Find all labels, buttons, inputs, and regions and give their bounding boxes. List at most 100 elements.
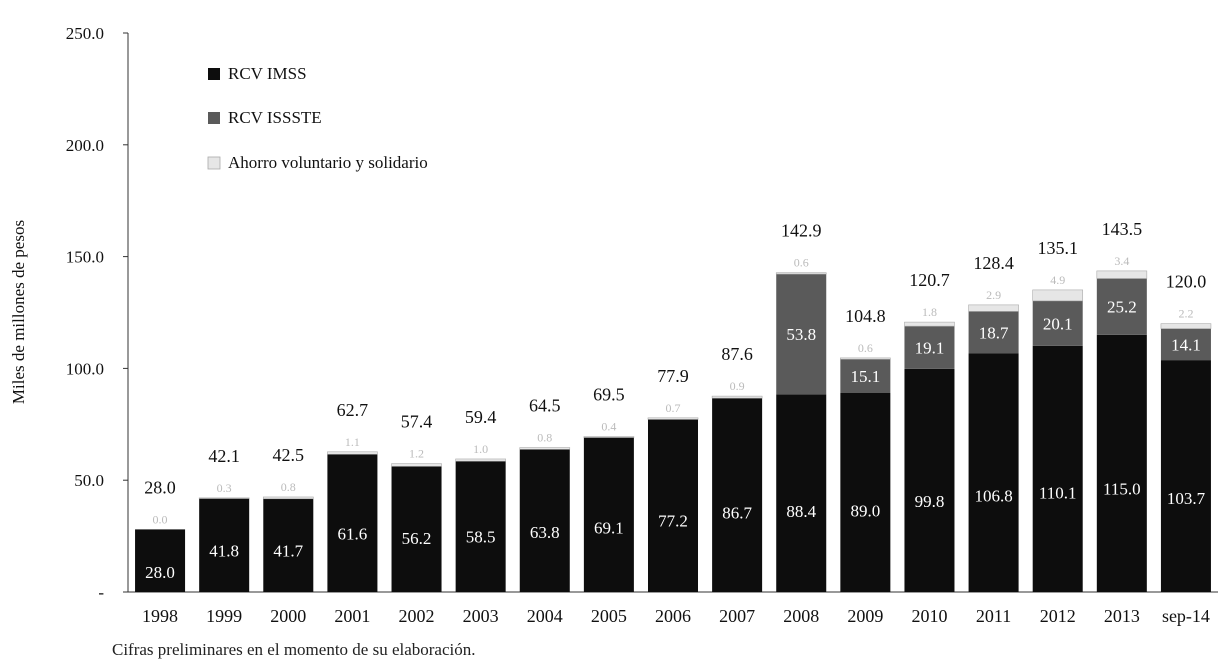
legend-swatch bbox=[208, 68, 220, 80]
bar-segment-rcv-imss bbox=[776, 394, 827, 592]
data-label-ahorro-voluntario: 0.6 bbox=[794, 256, 809, 270]
bar-segment-ahorro-voluntario bbox=[262, 496, 314, 500]
legend-label: RCV ISSSTE bbox=[228, 108, 322, 127]
bar-segment-ahorro-voluntario bbox=[583, 436, 635, 438]
bar-segment-rcv-issste bbox=[776, 274, 827, 395]
data-label-rcv-imss: 41.7 bbox=[273, 542, 303, 561]
x-tick-label: 2003 bbox=[463, 606, 499, 626]
data-label-ahorro-voluntario: 0.8 bbox=[537, 431, 552, 445]
data-label-rcv-imss: 63.8 bbox=[530, 523, 560, 542]
total-label: 59.4 bbox=[465, 407, 497, 427]
total-label: 135.1 bbox=[1037, 238, 1078, 258]
x-tick-label: 2011 bbox=[976, 606, 1011, 626]
x-tick-label: 2009 bbox=[847, 606, 883, 626]
bar-segment-rcv-issste bbox=[968, 311, 1019, 354]
total-label: 104.8 bbox=[845, 306, 886, 326]
x-tick-label: 2001 bbox=[334, 606, 370, 626]
bar-segment-rcv-issste bbox=[1032, 300, 1083, 346]
data-label-rcv-issste: 25.2 bbox=[1107, 298, 1137, 317]
total-label: 28.0 bbox=[144, 477, 176, 497]
legend-swatch bbox=[207, 156, 221, 170]
data-label-rcv-issste: 15.1 bbox=[850, 367, 880, 386]
y-tick-label: 200.0 bbox=[66, 136, 104, 155]
bar-segment-rcv-imss bbox=[583, 437, 634, 592]
bar-labels: 1998 28.0 0.0 28.0 1999 41.8 0.3 42.1 2000 41.7 0.… bbox=[142, 219, 1210, 626]
bar-segment-ahorro-voluntario bbox=[1032, 289, 1084, 302]
y-tick-label: 150.0 bbox=[66, 248, 104, 267]
legend-label: RCV IMSS bbox=[228, 64, 307, 83]
y-axis-label: Miles de millones de pesos bbox=[9, 220, 28, 404]
y-tick-label: 100.0 bbox=[66, 359, 104, 378]
x-tick-label: 2013 bbox=[1104, 606, 1140, 626]
x-tick-label: 2006 bbox=[655, 606, 691, 626]
data-label-ahorro-voluntario: 2.2 bbox=[1178, 307, 1193, 321]
total-label: 120.0 bbox=[1166, 272, 1207, 292]
data-label-rcv-imss: 88.4 bbox=[786, 502, 816, 521]
data-label-ahorro-voluntario: 0.3 bbox=[217, 481, 232, 495]
y-tick-label: - bbox=[98, 583, 104, 602]
x-tick-label: 1999 bbox=[206, 606, 242, 626]
total-label: 128.4 bbox=[973, 253, 1014, 273]
bar-segment-rcv-imss bbox=[1032, 345, 1083, 592]
total-label: 42.5 bbox=[273, 445, 305, 465]
x-tick-label: 2010 bbox=[911, 606, 947, 626]
bar-segment-ahorro-voluntario bbox=[1160, 323, 1212, 329]
bar-segment-rcv-imss bbox=[1160, 360, 1211, 592]
data-label-ahorro-voluntario: 3.4 bbox=[1114, 254, 1129, 268]
bar-segment-rcv-issste bbox=[1160, 328, 1211, 361]
bar-segment-rcv-issste bbox=[1096, 278, 1147, 335]
bar-segment-rcv-issste bbox=[840, 359, 891, 393]
bar-segment-ahorro-voluntario bbox=[198, 497, 250, 499]
data-label-ahorro-voluntario: 1.1 bbox=[345, 435, 360, 449]
x-tick-label: 2002 bbox=[399, 606, 435, 626]
bar-segment-rcv-imss bbox=[840, 392, 891, 592]
total-label: 120.7 bbox=[909, 270, 950, 290]
data-label-rcv-issste: 18.7 bbox=[979, 323, 1009, 342]
data-label-rcv-imss: 110.1 bbox=[1039, 483, 1077, 502]
bar-segment-rcv-imss bbox=[647, 419, 699, 592]
data-label-ahorro-voluntario: 0.0 bbox=[153, 512, 168, 526]
data-label-ahorro-voluntario: 0.7 bbox=[666, 401, 681, 415]
bar-segment-rcv-imss bbox=[135, 529, 186, 592]
legend-label: Ahorro voluntario y solidario bbox=[228, 153, 428, 172]
x-tick-label: 2007 bbox=[719, 606, 755, 626]
x-tick-label: 2008 bbox=[783, 606, 819, 626]
total-label: 142.9 bbox=[781, 221, 822, 241]
bar-segment-ahorro-voluntario bbox=[647, 417, 699, 420]
y-tick-label: 50.0 bbox=[74, 471, 104, 490]
total-label: 69.5 bbox=[593, 385, 625, 405]
data-label-rcv-imss: 86.7 bbox=[722, 503, 752, 522]
axes: - 50.0 100.0 150.0 200.0 250.0 Miles de millon… bbox=[9, 24, 1218, 602]
data-label-rcv-imss: 77.2 bbox=[658, 511, 688, 530]
bar-segment-rcv-imss bbox=[968, 353, 1019, 592]
bar-segment-ahorro-voluntario bbox=[519, 447, 571, 450]
legend: RCV IMSS RCV ISSSTE Ahorro voluntario y so… bbox=[207, 64, 428, 172]
legend-swatch bbox=[208, 112, 220, 124]
x-tick-label: 2004 bbox=[527, 606, 563, 626]
data-label-rcv-imss: 106.8 bbox=[974, 486, 1012, 505]
bar-segment-ahorro-voluntario bbox=[968, 304, 1019, 312]
x-tick-label: sep-14 bbox=[1162, 606, 1210, 626]
data-label-rcv-issste: 53.8 bbox=[786, 325, 816, 344]
y-tick-label: 250.0 bbox=[66, 24, 104, 43]
data-label-rcv-imss: 69.1 bbox=[594, 518, 624, 537]
data-label-rcv-imss: 56.2 bbox=[402, 529, 432, 548]
data-label-rcv-imss: 28.0 bbox=[145, 563, 175, 582]
data-label-rcv-imss: 99.8 bbox=[915, 492, 945, 511]
bar-segment-ahorro-voluntario bbox=[711, 395, 763, 399]
x-tick-label: 2000 bbox=[270, 606, 306, 626]
data-label-rcv-imss: 61.6 bbox=[338, 525, 368, 544]
bar-segment-rcv-imss bbox=[263, 498, 314, 592]
x-tick-label: 2005 bbox=[591, 606, 627, 626]
data-label-rcv-issste: 14.1 bbox=[1171, 335, 1201, 354]
total-label: 57.4 bbox=[401, 412, 433, 432]
data-label-rcv-imss: 41.8 bbox=[209, 541, 239, 560]
bar-segment-ahorro-voluntario bbox=[391, 463, 442, 467]
data-label-ahorro-voluntario: 0.6 bbox=[858, 341, 873, 355]
total-label: 77.9 bbox=[657, 366, 689, 386]
data-label-rcv-issste: 19.1 bbox=[915, 338, 945, 357]
total-label: 42.1 bbox=[208, 446, 240, 466]
data-label-ahorro-voluntario: 0.4 bbox=[601, 420, 616, 434]
bar-segment-rcv-imss bbox=[904, 368, 955, 592]
